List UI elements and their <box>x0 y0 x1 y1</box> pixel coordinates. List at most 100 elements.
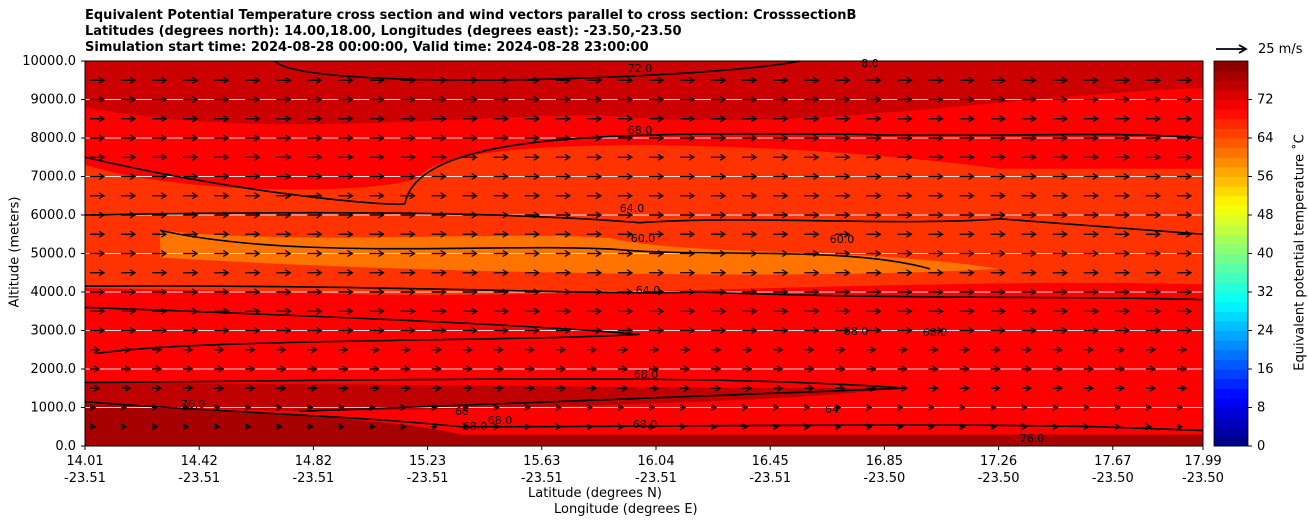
wind-vector <box>152 269 168 277</box>
wind-vector <box>835 288 851 296</box>
wind-vector <box>1052 269 1068 277</box>
wind-vector <box>431 269 447 277</box>
wind-vector <box>244 423 252 431</box>
wind-vector <box>897 249 913 258</box>
wind-vector <box>1176 307 1193 315</box>
wind-vector <box>338 211 354 219</box>
wind-vector <box>214 172 230 181</box>
wind-vector <box>586 307 603 315</box>
wind-vector <box>586 153 603 161</box>
colorbar-segment <box>1214 89 1248 100</box>
wind-vector <box>462 403 469 412</box>
wind-vector <box>152 365 163 373</box>
wind-vector <box>431 76 447 84</box>
wind-vector <box>555 230 571 238</box>
wind-vector <box>680 172 696 181</box>
wind-vector <box>121 288 137 296</box>
wind-vector <box>90 288 106 296</box>
wind-vector <box>431 307 447 315</box>
wind-vector <box>680 76 696 84</box>
colorbar-segment <box>1214 301 1248 312</box>
wind-vector <box>214 384 225 392</box>
wind-vector <box>307 326 323 335</box>
wind-vector <box>835 211 851 219</box>
y-tick-label-8: 8000.0 <box>31 131 77 146</box>
colorbar-segment <box>1214 426 1248 437</box>
wind-vector <box>773 384 784 392</box>
wind-vector <box>1145 76 1162 84</box>
wind-vector <box>649 288 665 296</box>
wind-vector <box>617 115 634 123</box>
wind-vector <box>835 403 842 412</box>
wind-vector <box>307 423 314 431</box>
chart-title-line-1: Equivalent Potential Temperature cross s… <box>85 8 857 23</box>
wind-vector <box>928 326 944 335</box>
wind-vector <box>866 95 882 104</box>
wind-vector <box>493 288 509 296</box>
colorbar-segment <box>1214 263 1248 274</box>
wind-vector <box>835 95 851 104</box>
wind-vector <box>307 76 323 84</box>
wind-vector <box>804 172 820 181</box>
wind-vector <box>711 384 722 392</box>
wind-vector <box>493 423 500 431</box>
wind-vector <box>183 326 199 335</box>
wind-vector <box>555 384 566 392</box>
x-tick-label-lat-10: 17.99 <box>1184 454 1221 469</box>
y-tick-label-4: 4000.0 <box>31 285 77 300</box>
colorbar-segment <box>1214 359 1248 370</box>
wind-vector <box>649 230 665 238</box>
wind-vector <box>928 365 939 373</box>
wind-vector <box>1176 326 1193 335</box>
wind-vector <box>1145 269 1162 277</box>
wind-vector <box>400 153 416 161</box>
wind-vector <box>1114 95 1130 104</box>
wind-vector <box>1083 230 1099 238</box>
colorbar-segment <box>1214 369 1248 380</box>
wind-vector <box>959 249 975 258</box>
wind-vector <box>493 249 509 258</box>
wind-vector <box>773 153 789 161</box>
wind-vector <box>431 192 447 200</box>
wind-vector <box>152 153 168 161</box>
wind-vector <box>276 230 292 238</box>
wind-vector <box>152 288 168 296</box>
wind-vector <box>586 249 603 258</box>
wind-vector <box>959 365 970 373</box>
wind-vector <box>555 365 566 373</box>
wind-vector <box>1176 172 1193 181</box>
wind-vector <box>369 423 376 431</box>
wind-vector <box>928 115 944 123</box>
contour-label-6: 64.0 <box>636 284 661 297</box>
wind-vector <box>1052 134 1068 142</box>
wind-vector <box>1114 423 1121 431</box>
wind-vector <box>617 326 634 335</box>
x-tick-label-lon-8: -23.50 <box>978 471 1020 486</box>
chart-title-line-3: Simulation start time: 2024-08-28 00:00:… <box>85 40 649 55</box>
wind-vector <box>152 76 168 84</box>
wind-vector <box>866 172 882 181</box>
x-tick-label-lat-3: 15.23 <box>409 454 446 469</box>
colorbar-tick-label-8: 64 <box>1257 131 1274 146</box>
wind-vector <box>1145 192 1162 200</box>
wind-vector <box>1114 288 1130 296</box>
wind-vector <box>90 192 106 200</box>
wind-vector <box>121 269 137 277</box>
wind-vector <box>804 307 820 315</box>
wind-vector <box>462 365 473 373</box>
wind-vector <box>151 403 159 412</box>
wind-vector <box>649 76 665 84</box>
wind-vector <box>990 403 997 412</box>
wind-vector <box>214 288 230 296</box>
wind-vector <box>680 326 696 335</box>
wind-vector <box>555 307 571 315</box>
wind-vector <box>214 211 230 219</box>
wind-vector <box>462 249 478 258</box>
wind-vector <box>276 192 292 200</box>
wind-vector <box>1052 230 1068 238</box>
wind-vector <box>183 153 199 161</box>
wind-vector <box>1145 346 1157 354</box>
wind-vector <box>1176 346 1188 354</box>
wind-vector <box>462 115 478 123</box>
wind-vector <box>431 95 447 104</box>
